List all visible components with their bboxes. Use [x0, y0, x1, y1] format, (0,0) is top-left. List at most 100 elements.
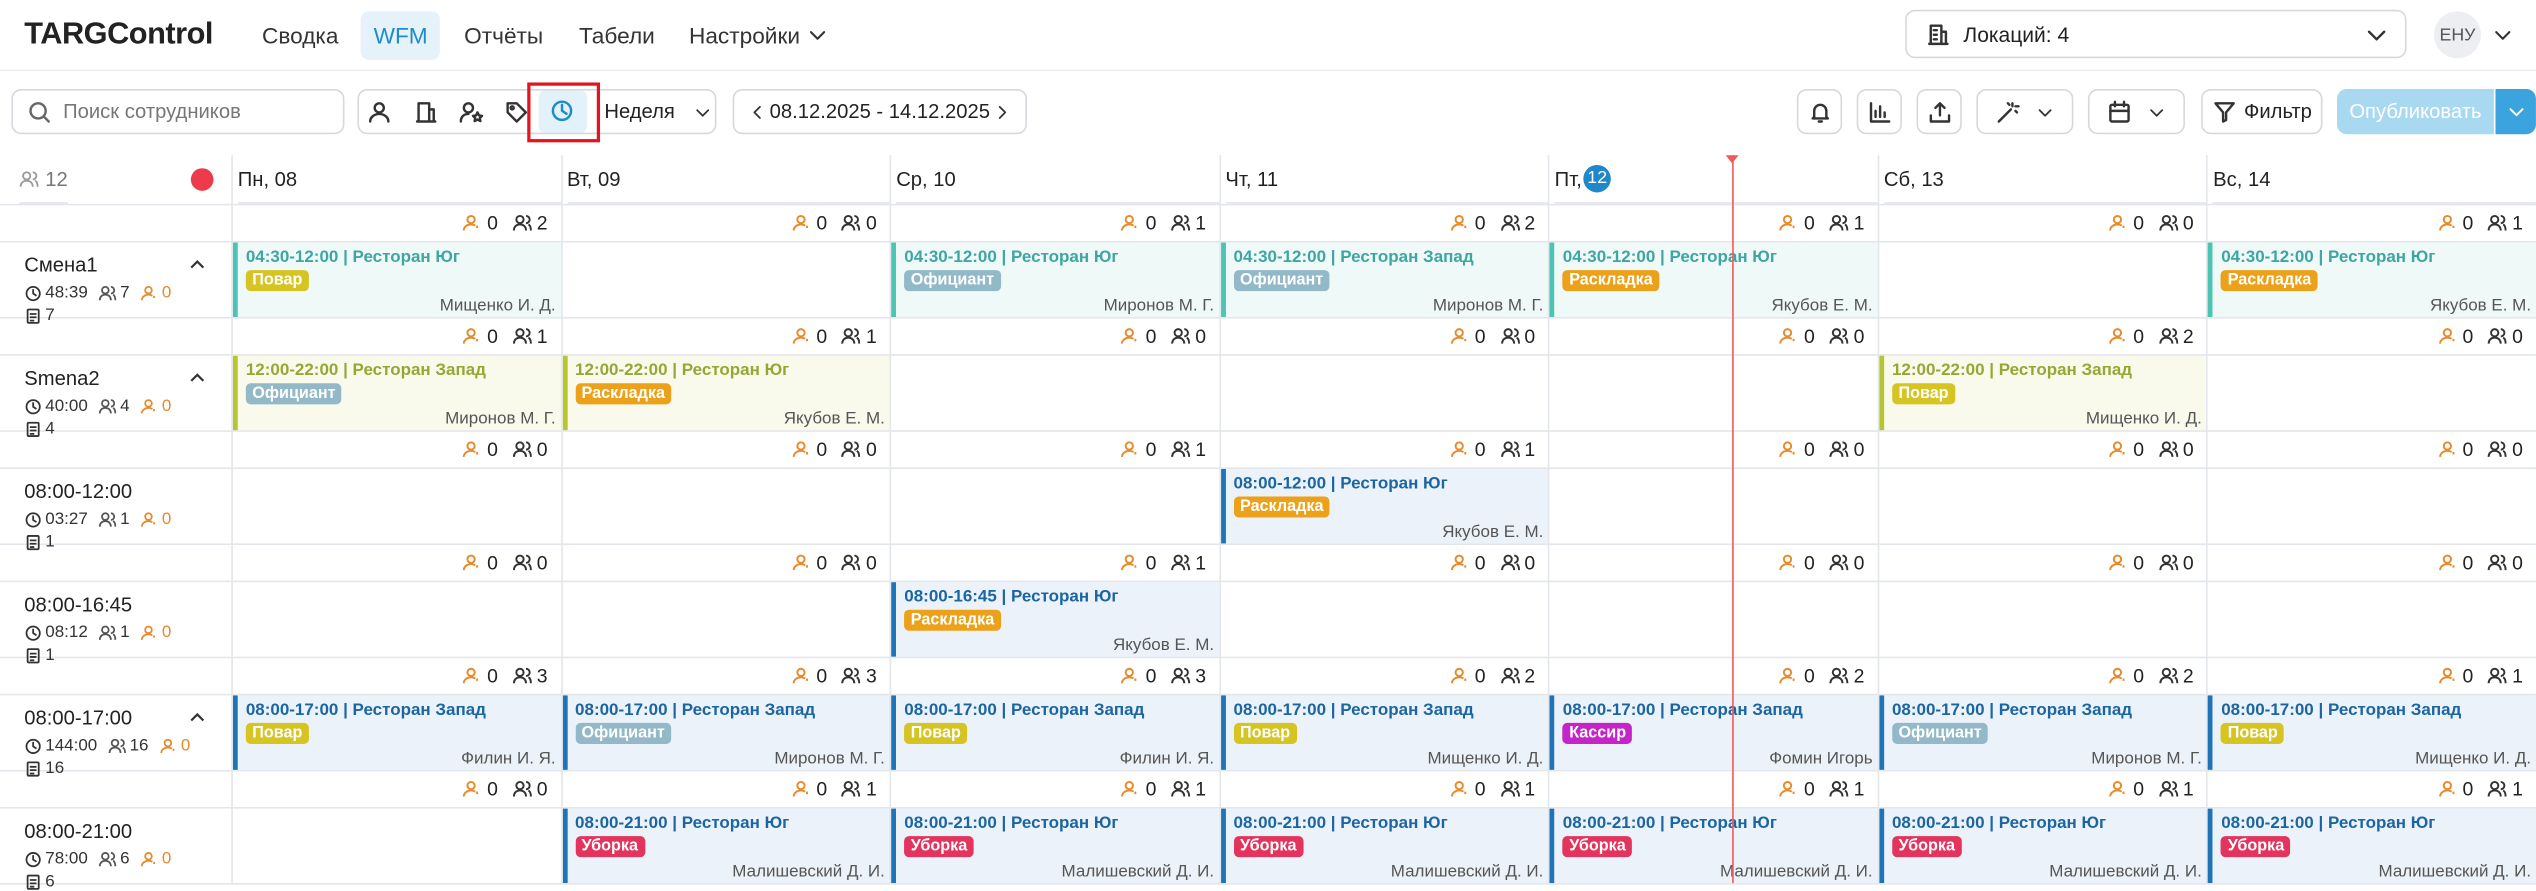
stat-people: 1	[99, 509, 129, 528]
people-icon	[19, 169, 38, 188]
warn-count: 0	[816, 324, 827, 347]
warn-icon	[792, 666, 811, 685]
today-badge: 12	[1583, 165, 1610, 192]
nav-item[interactable]: Сводка	[249, 11, 351, 60]
nav-item[interactable]: Отчёты	[451, 11, 556, 60]
employee-name: Миронов М. Г.	[1104, 296, 1215, 315]
search-input[interactable]: Поиск сотрудников	[11, 89, 344, 134]
warn-count: 0	[1804, 437, 1815, 460]
row-border	[0, 581, 2536, 583]
people-count: 1	[1524, 437, 1535, 460]
employee-view-button[interactable]	[367, 100, 391, 124]
warn-count: 0	[1146, 777, 1157, 800]
stats-button[interactable]	[1857, 89, 1902, 134]
stat-value: 03:27	[45, 509, 88, 528]
location-select[interactable]: Локаций: 4	[1905, 10, 2406, 59]
stat-hours: 78:00	[24, 849, 88, 868]
nav-item[interactable]: Настройки	[676, 11, 813, 60]
people-count: 2	[1524, 211, 1535, 234]
role-badge: Раскладка	[2221, 270, 2317, 291]
logo[interactable]: TARGControl	[24, 18, 213, 54]
warn-count: 0	[1475, 551, 1486, 574]
warn-count: 0	[2463, 211, 2474, 234]
docs-icon	[24, 873, 42, 891]
warn-icon	[141, 850, 159, 868]
stat-docs: 1	[24, 645, 54, 664]
notifications-button[interactable]	[1797, 89, 1842, 134]
publish-button[interactable]: Опубликовать	[2337, 89, 2494, 134]
publish-menu[interactable]	[2495, 89, 2535, 134]
shift-title: 08:00-16:45	[24, 594, 207, 617]
warn-count: 0	[2463, 437, 2474, 460]
employee-name: Малишевский Д. И.	[2049, 862, 2202, 881]
people-icon	[2159, 779, 2178, 798]
people-count: 1	[866, 777, 877, 800]
next-week[interactable]	[993, 103, 1011, 121]
nav-item-active[interactable]: WFM	[361, 11, 441, 60]
shift-name: Смена1	[24, 254, 97, 277]
stat-value: 0	[162, 283, 171, 302]
people-icon	[1500, 439, 1519, 458]
auto-assign-button[interactable]	[1976, 89, 2073, 134]
warn-icon	[1780, 213, 1799, 232]
role-badge: Официант	[1892, 723, 1988, 744]
warn-count: 0	[1475, 324, 1486, 347]
shift-card-title: 08:00-21:00 | Ресторан Юг	[1234, 814, 1542, 833]
position-view-button[interactable]	[459, 100, 483, 124]
top-bar: TARGControl Сводка WFM Отчёты Табели Нас…	[0, 0, 2536, 71]
filter-icon	[2212, 99, 2236, 123]
filter-button[interactable]: Фильтр	[2201, 89, 2322, 134]
shift-name: 08:00-12:00	[24, 480, 132, 503]
nav-item[interactable]: Табели	[566, 11, 668, 60]
tag-view-button[interactable]	[505, 100, 529, 124]
collapse-toggle	[188, 369, 207, 388]
export-button[interactable]	[1917, 89, 1962, 134]
hours-icon	[24, 850, 42, 868]
warn-icon	[792, 779, 811, 798]
period-select[interactable]: Неделя	[602, 89, 715, 134]
prev-week[interactable]	[749, 103, 767, 121]
user-avatar[interactable]: ЕНУ	[2434, 11, 2481, 58]
warn-icon	[1121, 666, 1140, 685]
employee-name: Миронов М. Г.	[2091, 749, 2202, 768]
location-view-button[interactable]	[414, 100, 438, 124]
warn-icon	[160, 737, 178, 755]
warn-count: 0	[487, 324, 498, 347]
role-badge: Повар	[246, 723, 309, 744]
date-range[interactable]: 08.12.2025 - 14.12.2025	[733, 89, 1027, 134]
day-name: Пт,	[1555, 154, 1582, 203]
warn-icon	[2109, 779, 2128, 798]
calendar-button[interactable]	[2088, 89, 2185, 134]
day-header: Пт,12	[1555, 155, 1878, 204]
